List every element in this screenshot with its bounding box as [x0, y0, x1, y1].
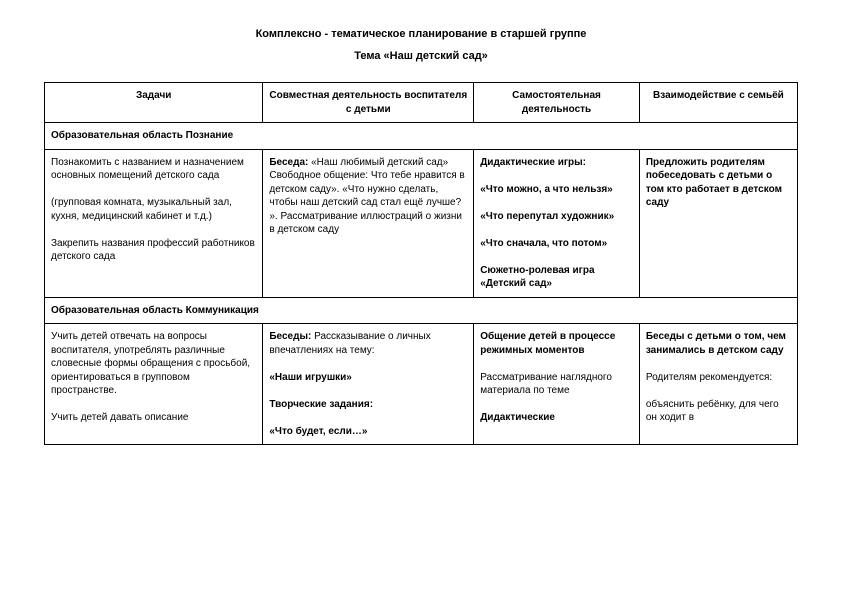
- text: «Что будет, если…»: [269, 426, 367, 437]
- planning-table: Задачи Совместная деятельность воспитате…: [44, 82, 798, 445]
- section-row-poznanie: Образовательная область Познание: [45, 123, 798, 150]
- text: Беседы с детьми о том, чем занимались в …: [646, 331, 786, 356]
- text: Учить детей отвечать на вопросы воспитат…: [51, 331, 250, 396]
- label: Беседа:: [269, 157, 308, 168]
- cell-self: Дидактические игры: «Что можно, а что не…: [474, 149, 640, 297]
- table-header-row: Задачи Совместная деятельность воспитате…: [45, 83, 798, 123]
- text: Закрепить названия профессий работников …: [51, 238, 255, 263]
- text: Рассматривание наглядного материала по т…: [480, 372, 612, 397]
- section-title: Образовательная область Коммуникация: [45, 297, 798, 324]
- text: Сюжетно-ролевая игра «Детский сад»: [480, 265, 594, 290]
- header-family: Взаимодействие с семьёй: [639, 83, 797, 123]
- text: «Что сначала, что потом»: [480, 238, 607, 249]
- cell-family: Предложить родителям побеседовать с деть…: [639, 149, 797, 297]
- text: Познакомить с названием и назначением ос…: [51, 157, 244, 182]
- table-row: Познакомить с названием и назначением ос…: [45, 149, 798, 297]
- table-row: Учить детей отвечать на вопросы воспитат…: [45, 324, 798, 445]
- text: Учить детей давать описание: [51, 412, 188, 423]
- header-self: Самостоятельная деятельность: [474, 83, 640, 123]
- cell-tasks: Познакомить с названием и назначением ос…: [45, 149, 263, 297]
- cell-joint: Беседы: Рассказывание о личных впечатлен…: [263, 324, 474, 445]
- text: объяснить ребёнку, для чего он ходит в: [646, 399, 779, 424]
- text: «Что можно, а что нельзя»: [480, 184, 613, 195]
- text: Общение детей в процессе режимных момент…: [480, 331, 615, 356]
- document-title: Комплексно - тематическое планирование в…: [44, 28, 798, 40]
- cell-tasks: Учить детей отвечать на вопросы воспитат…: [45, 324, 263, 445]
- text: «Что перепутал художник»: [480, 211, 614, 222]
- section-row-kommunikaciya: Образовательная область Коммуникация: [45, 297, 798, 324]
- cell-family: Беседы с детьми о том, чем занимались в …: [639, 324, 797, 445]
- label: Творческие задания:: [269, 399, 373, 410]
- text: Родителям рекомендуется:: [646, 372, 772, 383]
- section-title: Образовательная область Познание: [45, 123, 798, 150]
- label: Дидактические: [480, 412, 555, 423]
- cell-self: Общение детей в процессе режимных момент…: [474, 324, 640, 445]
- text: (групповая комната, музыкальный зал, кух…: [51, 197, 232, 222]
- header-joint: Совместная деятельность воспитателя с де…: [263, 83, 474, 123]
- document-subtitle: Тема «Наш детский сад»: [44, 50, 798, 62]
- text: Предложить родителям побеседовать с деть…: [646, 157, 782, 209]
- label: Беседы:: [269, 331, 311, 342]
- header-tasks: Задачи: [45, 83, 263, 123]
- text: «Наш любимый детский сад» Свободное обще…: [269, 157, 464, 236]
- label: Дидактические игры:: [480, 157, 586, 168]
- cell-joint: Беседа: «Наш любимый детский сад» Свобод…: [263, 149, 474, 297]
- text: «Наши игрушки»: [269, 372, 352, 383]
